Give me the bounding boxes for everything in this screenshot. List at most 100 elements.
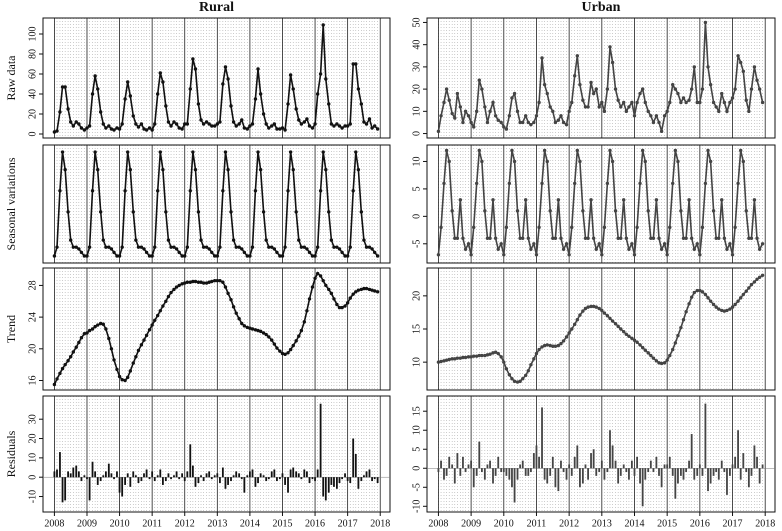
point [665,109,669,114]
bar [346,477,349,482]
point [324,167,328,172]
point [480,87,484,91]
point [96,167,100,172]
point [166,294,171,299]
panel-frame [426,395,776,513]
bar [530,468,532,473]
point [455,91,460,96]
point [90,92,95,96]
point [692,247,696,251]
point [218,278,222,283]
point [608,148,612,153]
point [68,355,73,359]
point [679,100,683,105]
bar [655,456,658,469]
point [698,288,702,293]
point [258,167,263,172]
point [144,333,149,338]
point [185,280,190,284]
point [107,336,111,341]
point [210,279,214,284]
point [305,117,309,121]
point [507,114,512,118]
bar [373,477,376,480]
point [356,87,361,91]
point [142,247,146,251]
point [725,308,729,313]
y-tick-label: 80 [27,49,38,59]
point [717,109,721,114]
point [455,236,460,241]
point [681,318,686,322]
bar [505,468,508,476]
bar [717,468,720,480]
point [654,198,659,202]
point [136,125,141,129]
point [608,45,612,49]
point [439,359,443,364]
point [264,122,268,126]
bar [262,475,265,478]
point [534,114,539,118]
point [692,290,696,295]
bar [354,454,357,478]
point [703,20,708,25]
bar [565,468,568,480]
bar [69,473,72,478]
point [632,114,637,118]
bar [186,471,189,478]
point [107,245,111,249]
bar [265,477,268,482]
point [134,355,138,359]
point [147,126,152,130]
point [542,82,547,87]
point [671,347,675,352]
bar [219,477,221,483]
bar [88,477,91,501]
bar [267,477,270,480]
point [177,126,181,130]
point [52,254,57,258]
point [542,148,547,153]
point [283,352,287,357]
point [288,347,293,352]
point [512,159,517,164]
bar [96,477,99,485]
point [101,322,105,326]
bar [562,468,565,473]
point [561,120,566,125]
point [280,126,285,130]
bar [546,468,549,484]
point [529,363,533,367]
point [640,345,645,350]
point [698,253,702,257]
point [630,100,634,105]
point [87,245,92,249]
bar [167,473,170,478]
point [305,309,309,313]
bar [67,471,69,478]
point [142,127,146,131]
point [507,373,512,377]
point [183,122,187,126]
point [297,334,301,338]
bar [606,468,609,473]
point [616,98,620,102]
bar [513,468,516,503]
point [657,361,661,365]
bar [538,456,540,469]
point [356,167,361,172]
point [327,102,331,106]
point [174,285,179,289]
point [556,118,561,122]
point [597,242,601,246]
point [367,287,372,292]
panel-frame [42,17,391,139]
point [504,225,509,230]
point [559,236,563,241]
bar [723,468,726,473]
point [583,236,588,241]
point [267,335,271,339]
point [221,280,225,284]
point [229,104,233,108]
